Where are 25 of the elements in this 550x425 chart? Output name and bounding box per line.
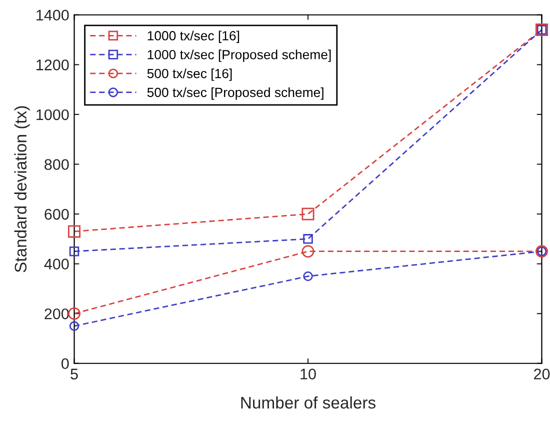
y-tick-label: 1200 [36, 60, 69, 70]
x-tick-label: 10 [300, 368, 316, 380]
x-axis-title: Number of sealers [241, 396, 376, 409]
x-tick-label: 20 [534, 368, 550, 380]
y-tick-label: 600 [44, 208, 69, 220]
y-axis-title: Standard deviation (tx) [14, 106, 30, 272]
legend-label: 500 tx/sec [Proposed scheme] [147, 87, 324, 100]
point [69, 246, 80, 256]
point [302, 245, 314, 258]
point [302, 208, 314, 220]
y-tick-label: 200 [44, 308, 69, 320]
y-tick-label: 0 [61, 358, 69, 370]
y-tick-label: 400 [44, 258, 69, 270]
y-tick-label: 1400 [36, 10, 69, 21]
point [303, 234, 313, 244]
point [69, 321, 80, 331]
legend-label: 1000 tx/sec [16] [148, 30, 240, 44]
legend-label: 500 tx/sec [16] [147, 68, 232, 81]
x-tick-label: 5 [70, 368, 78, 380]
point [303, 271, 313, 282]
point [68, 225, 80, 238]
legend-label: 1000 tx/sec [Proposed scheme] [148, 50, 331, 62]
y-tick-label: 800 [44, 159, 69, 170]
y-tick-label: 1000 [36, 109, 69, 120]
point [68, 307, 80, 320]
